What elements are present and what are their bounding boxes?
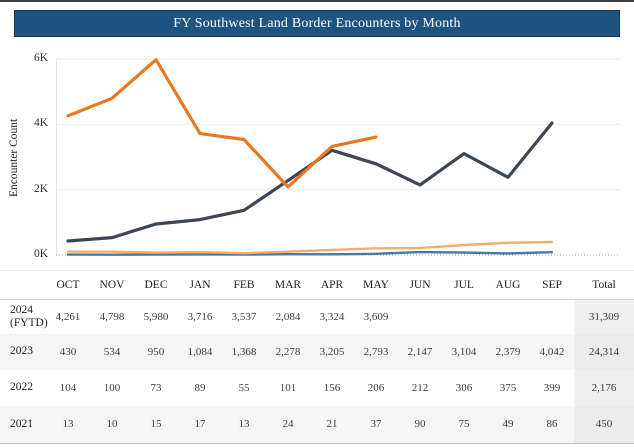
table-cell: 37 (354, 405, 398, 444)
total-cell: 31,309 (574, 299, 634, 334)
series-line-2023[interactable] (66, 121, 554, 243)
encounters-table: OCT NOV DEC JAN FEB MAR APR MAY JUN JUL AUG SEP Tota… (0, 270, 634, 444)
series-line-2021[interactable] (66, 250, 554, 256)
table-cell: 15 (134, 405, 178, 444)
table-cell: 17 (178, 405, 222, 444)
table-cell: 3,205 (310, 333, 354, 370)
table-cell: 375 (499, 381, 517, 394)
table-cell: 100 (103, 381, 121, 394)
y-tick-0k: 0K (33, 248, 48, 260)
row-label-2023: 2023 (0, 333, 46, 370)
column-header-oct: OCT (46, 270, 90, 300)
total-cell: 450 (574, 405, 634, 444)
table-cell: 104 (59, 381, 77, 394)
table-cell: 156 (323, 381, 341, 394)
table-cell: 86 (530, 405, 574, 444)
table-cell: 430 (46, 333, 90, 370)
table-cell: 950 (134, 333, 178, 370)
chart-title-bar: FY Southwest Land Border Encounters by M… (14, 10, 620, 37)
table-cell: 2,147 (398, 333, 442, 370)
table-cell: 1,084 (178, 333, 222, 370)
column-header-aug: AUG (486, 270, 530, 300)
table-cell: 1,368 (222, 333, 266, 370)
table-cell: 2,084 (275, 310, 301, 323)
series-line-2024[interactable] (66, 58, 378, 189)
header-corner (0, 270, 46, 300)
total-cell: 24,314 (574, 333, 634, 370)
y-tick-6k: 6K (33, 52, 48, 64)
y-axis-label: Encounter Count (8, 118, 20, 198)
table-cell: 49 (486, 405, 530, 444)
table-cell: 3,537 (231, 310, 257, 323)
table-cell: 13 (222, 405, 266, 444)
line-chart[interactable] (56, 47, 620, 267)
table-cell: 4,798 (99, 310, 125, 323)
table-cell: 4,042 (530, 333, 574, 370)
column-header-jun: JUN (398, 270, 442, 300)
table-row-2021: 2021 13 10 15 17 13 24 21 37 90 75 49 86 450 (0, 405, 634, 444)
table-cell: 4,261 (55, 310, 81, 323)
column-header-feb: FEB (222, 270, 266, 300)
y-tick-2k: 2K (33, 183, 48, 195)
column-header-apr: APR (310, 270, 354, 300)
table-cell: 3,324 (319, 310, 345, 323)
table-cell (398, 300, 442, 334)
table-cell: 73 (150, 381, 162, 394)
table-cell: 24 (266, 405, 310, 444)
table-cell: 101 (279, 381, 297, 394)
table-header-row: OCT NOV DEC JAN FEB MAR APR MAY JUN JUL AUG SEP Tota… (0, 270, 634, 300)
column-header-nov: NOV (90, 270, 134, 300)
table-body: 2024 (FYTD) 4,261 4,798 5,980 3,716 3,537 2,084… (0, 299, 634, 444)
column-header-sep: SEP (530, 270, 574, 300)
row-label-2022: 2022 (10, 381, 33, 394)
table-row-2022: 2022 104 100 73 89 55 101 156 206 212 306 375 399 2,1… (0, 369, 634, 406)
table-cell: 212 (411, 381, 429, 394)
table-cell: 2,793 (354, 333, 398, 370)
table-cell: 206 (367, 381, 385, 394)
column-header-dec: DEC (134, 270, 178, 300)
column-header-mar: MAR (266, 270, 310, 300)
table-cell: 13 (46, 405, 90, 444)
table-cell: 10 (90, 405, 134, 444)
series-line-2022[interactable] (66, 240, 554, 255)
table-cell: 534 (90, 333, 134, 370)
y-tick-4k: 4K (33, 117, 48, 129)
table-cell: 75 (442, 405, 486, 444)
table-row-2023: 2023 430 534 950 1,084 1,368 2,278 3,205 2,793 2,… (0, 333, 634, 370)
table-cell: 3,716 (187, 310, 213, 323)
table-cell (442, 300, 486, 334)
row-label-2024: 2024 (FYTD) (10, 303, 48, 329)
table-cell: 399 (543, 381, 561, 394)
row-label-2021: 2021 (0, 405, 46, 444)
table-cell: 90 (398, 405, 442, 444)
column-header-total: Total (574, 270, 634, 300)
table-cell: 21 (310, 405, 354, 444)
column-header-may: MAY (354, 270, 398, 300)
table-cell: 3,104 (442, 333, 486, 370)
table-cell: 3,609 (363, 310, 389, 323)
page-title: FY Southwest Land Border Encounters by M… (173, 15, 461, 31)
column-header-jan: JAN (178, 270, 222, 300)
table-cell (530, 300, 574, 334)
table-cell: 5,980 (143, 310, 169, 323)
table-cell: 306 (455, 381, 473, 394)
column-header-jul: JUL (442, 270, 486, 300)
table-cell: 89 (194, 381, 206, 394)
table-cell: 2,278 (266, 333, 310, 370)
table-row-2024: 2024 (FYTD) 4,261 4,798 5,980 3,716 3,537 2,084… (0, 299, 634, 334)
table-cell (486, 300, 530, 334)
total-cell: 2,176 (574, 369, 634, 406)
table-cell: 55 (238, 381, 250, 394)
table-cell: 2,379 (486, 333, 530, 370)
